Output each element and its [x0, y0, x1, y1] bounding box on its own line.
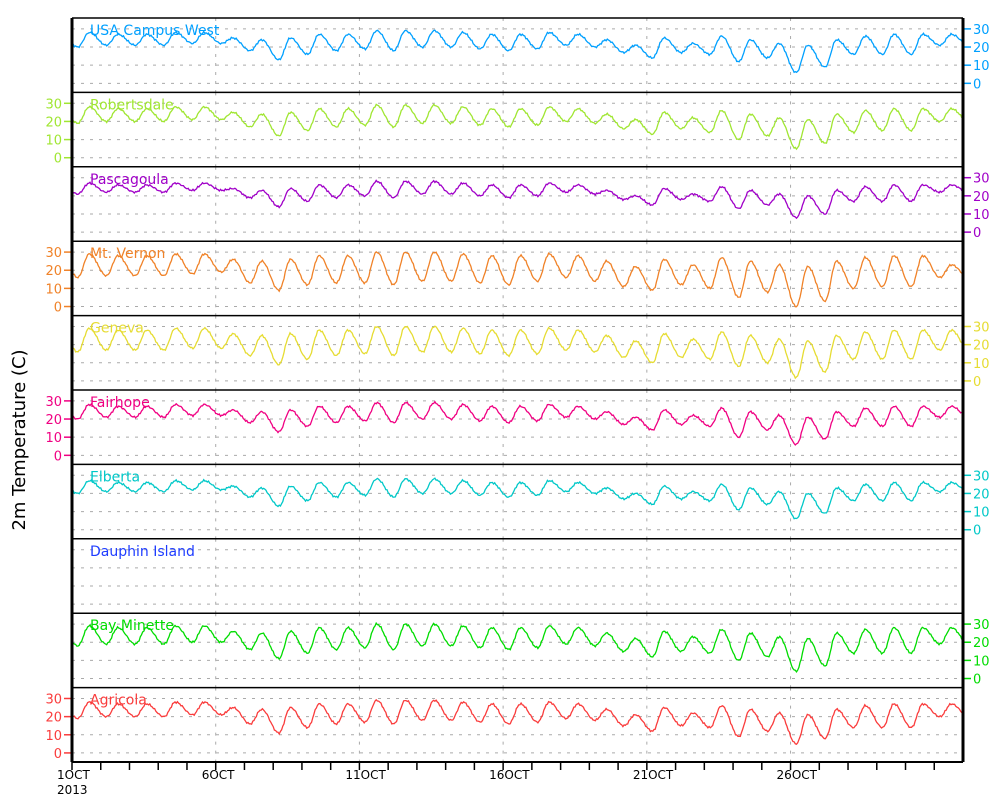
y-tick-label: 10	[45, 431, 62, 446]
x-axis: 1OCT 6OCT 11OCT 16OCT 21OCT 26OCT 2013	[57, 762, 936, 797]
panel-pascagoula: 0 10 20 30 Pascagoula	[71, 166, 990, 242]
y-tick-label: 30	[973, 320, 990, 335]
panel-usa-campus-west: 0 10 20 30 USA Campus West	[71, 18, 990, 93]
panel-elberta: 0 10 20 30 Elberta	[71, 463, 990, 539]
panel-bay-minette: 0 10 20 30 Bay Minette	[71, 612, 990, 688]
y-tick-label: 20	[973, 636, 990, 651]
station-label: Mt. Vernon	[90, 246, 165, 262]
panel-mt-vernon: 0 10 20 30 Mt. Vernon	[45, 240, 963, 316]
y-tick-label: 10	[973, 654, 990, 669]
series-line	[71, 400, 963, 446]
x-tick-label: 11OCT	[345, 768, 386, 782]
x-year-label: 2013	[57, 783, 88, 797]
y-tick-label: 0	[54, 449, 62, 464]
panel-robertsdale: 0 10 20 30 Robertsdale	[45, 91, 963, 167]
y-tick-label: 0	[54, 152, 62, 167]
series-line	[71, 179, 963, 220]
station-label: Robertsdale	[90, 97, 174, 113]
y-tick-label: 10	[973, 506, 990, 521]
y-tick-label: 20	[973, 339, 990, 354]
y-tick-label: 20	[45, 711, 62, 726]
y-tick-label: 30	[45, 692, 62, 707]
x-tick-label: 21OCT	[633, 768, 674, 782]
y-tick-label: 10	[45, 134, 62, 149]
y-tick-label: 20	[45, 413, 62, 428]
y-tick-label: 10	[973, 357, 990, 372]
panel-geneva: 0 10 20 30 Geneva	[71, 314, 990, 390]
series-line	[71, 103, 963, 151]
y-tick-label: 0	[54, 301, 62, 316]
y-tick-label: 20	[973, 190, 990, 205]
station-label: Agricola	[90, 693, 147, 709]
y-tick-label: 30	[973, 618, 990, 633]
series-line	[71, 621, 963, 674]
y-tick-label: 0	[973, 673, 981, 688]
panel-dauphin-island: Dauphin Island	[72, 538, 963, 614]
y-tick-label: 0	[973, 226, 981, 241]
station-label: Geneva	[90, 321, 144, 337]
series-line	[71, 251, 963, 308]
panel-fairhope: 0 10 20 30 Fairhope	[45, 389, 963, 465]
y-tick-label: 10	[45, 282, 62, 297]
y-tick-label: 30	[45, 395, 62, 410]
x-tick-label: 6OCT	[202, 768, 235, 782]
station-label: Dauphin Island	[90, 544, 195, 560]
y-axis-label: 2m Temperature (C)	[9, 349, 30, 530]
y-tick-label: 30	[45, 97, 62, 112]
y-tick-label: 20	[973, 41, 990, 56]
y-tick-label: 10	[973, 59, 990, 74]
x-tick-label: 26OCT	[777, 768, 818, 782]
y-tick-label: 30	[45, 246, 62, 261]
y-tick-label: 20	[45, 115, 62, 130]
station-label: Pascagoula	[90, 172, 169, 188]
y-tick-label: 0	[973, 524, 981, 539]
series-line	[71, 29, 963, 74]
y-tick-label: 30	[973, 172, 990, 187]
y-tick-label: 10	[973, 208, 990, 223]
series-line	[71, 698, 963, 745]
y-tick-label: 0	[973, 77, 981, 92]
panel-agricola: 0 10 20 30 Agricola	[45, 686, 963, 762]
y-tick-label: 30	[973, 469, 990, 484]
panels: 0 10 20 30 USA Campus West 0 10 20 30 Robertsdale…	[45, 17, 990, 763]
y-tick-label: 30	[973, 23, 990, 38]
station-label: Fairhope	[90, 395, 150, 411]
station-label: USA Campus West	[90, 23, 220, 39]
y-tick-label: 20	[45, 264, 62, 279]
y-tick-label: 0	[54, 747, 62, 762]
series-line	[71, 477, 963, 520]
x-tick-label: 16OCT	[489, 768, 530, 782]
station-label: Elberta	[90, 469, 140, 485]
series-line	[71, 325, 963, 380]
y-tick-label: 10	[45, 729, 62, 744]
x-tick-label: 1OCT	[57, 768, 90, 782]
y-tick-label: 0	[973, 375, 981, 390]
station-label: Bay Minette	[90, 618, 174, 634]
y-tick-label: 20	[973, 487, 990, 502]
